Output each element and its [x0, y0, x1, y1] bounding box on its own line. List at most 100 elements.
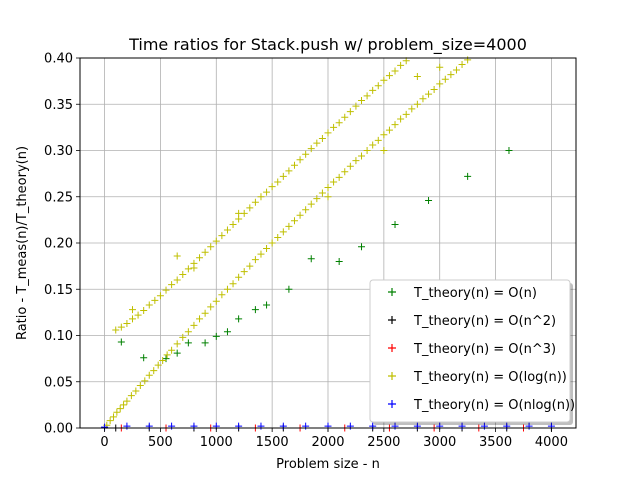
legend-items: T_theory(n) = O(n) T_theory(n) = O(n^2) T_…	[388, 286, 575, 413]
data-point	[369, 86, 377, 94]
y-tick-label: 0.10	[44, 329, 73, 344]
data-point	[201, 339, 209, 347]
data-point	[330, 123, 338, 131]
data-point	[436, 80, 444, 88]
data-point	[263, 188, 271, 196]
legend-marker	[388, 400, 396, 408]
data-point	[129, 306, 137, 314]
data-point	[235, 273, 243, 281]
data-point	[156, 292, 164, 300]
data-point	[150, 367, 158, 375]
y-tick-label: 0.15	[44, 283, 73, 298]
data-point	[110, 413, 118, 421]
legend-label: T_theory(n) = O(nlog(n))	[413, 398, 575, 413]
data-point	[212, 237, 220, 245]
data-point	[162, 286, 170, 294]
data-point	[285, 285, 293, 293]
data-point	[173, 349, 181, 357]
data-point	[120, 401, 128, 409]
data-point	[413, 100, 421, 108]
data-point	[207, 303, 215, 311]
data-point	[458, 60, 466, 68]
chart-title: Time ratios for Stack.push w/ problem_si…	[128, 35, 527, 55]
data-point	[179, 270, 187, 278]
data-point	[117, 323, 125, 331]
series-0	[117, 147, 513, 363]
data-point	[335, 173, 343, 181]
data-point	[257, 193, 265, 201]
data-point	[318, 134, 326, 142]
data-point	[140, 354, 148, 362]
data-point	[296, 156, 304, 164]
data-point	[441, 75, 449, 83]
data-point	[374, 82, 382, 90]
data-point	[363, 92, 371, 100]
data-point	[184, 339, 192, 347]
legend-label: T_theory(n) = O(n^3)	[413, 342, 556, 357]
data-point	[218, 232, 226, 240]
data-point	[190, 264, 198, 272]
data-point	[341, 168, 349, 176]
y-tick-label: 0.05	[44, 375, 73, 390]
data-point	[274, 178, 282, 186]
data-point	[430, 85, 438, 93]
data-point	[132, 387, 140, 395]
data-point	[313, 195, 321, 203]
x-tick-label: 2000	[311, 435, 344, 450]
data-point	[190, 321, 198, 329]
data-point	[374, 136, 382, 144]
data-point	[290, 161, 298, 169]
data-point	[246, 262, 254, 270]
data-point	[369, 141, 377, 149]
y-tick-label: 0.20	[44, 237, 73, 252]
data-point	[391, 121, 399, 129]
data-point	[251, 256, 259, 264]
data-point	[358, 243, 366, 251]
data-point	[307, 255, 315, 263]
data-point	[352, 157, 360, 165]
legend: T_theory(n) = O(n) T_theory(n) = O(n^2) T_…	[369, 279, 575, 425]
data-point	[113, 408, 121, 416]
data-point	[335, 119, 343, 127]
data-point	[141, 377, 149, 385]
legend-marker	[388, 344, 396, 352]
data-point	[251, 306, 259, 314]
data-point	[196, 254, 204, 262]
data-point	[324, 193, 332, 201]
y-tick-label: 0.35	[44, 98, 73, 113]
data-point	[251, 198, 259, 206]
data-point	[380, 76, 388, 84]
data-point	[358, 152, 366, 160]
data-point	[201, 309, 209, 317]
data-point	[324, 184, 332, 191]
data-point	[151, 296, 159, 304]
data-point	[346, 108, 354, 116]
data-point	[380, 147, 388, 154]
data-point	[285, 222, 293, 230]
y-tick-label: 0.40	[44, 52, 73, 67]
data-point	[391, 221, 399, 228]
data-point	[263, 245, 271, 253]
data-point	[330, 178, 338, 186]
data-point	[163, 351, 171, 359]
data-point	[223, 285, 231, 293]
data-point	[425, 196, 433, 204]
data-point	[279, 172, 287, 180]
data-point	[335, 258, 343, 265]
data-point	[408, 105, 416, 113]
data-point	[464, 172, 472, 180]
x-tick-label: 0	[100, 435, 108, 450]
data-point	[134, 311, 142, 319]
data-point	[159, 356, 167, 364]
data-point	[346, 162, 354, 170]
data-point	[229, 280, 237, 288]
data-point	[402, 110, 410, 118]
data-point	[436, 63, 444, 71]
data-point	[112, 326, 120, 334]
x-tick-label: 3500	[479, 435, 512, 450]
data-point	[196, 315, 204, 323]
data-point	[302, 150, 310, 158]
x-tick-label: 4000	[535, 435, 568, 450]
data-point	[168, 281, 176, 289]
